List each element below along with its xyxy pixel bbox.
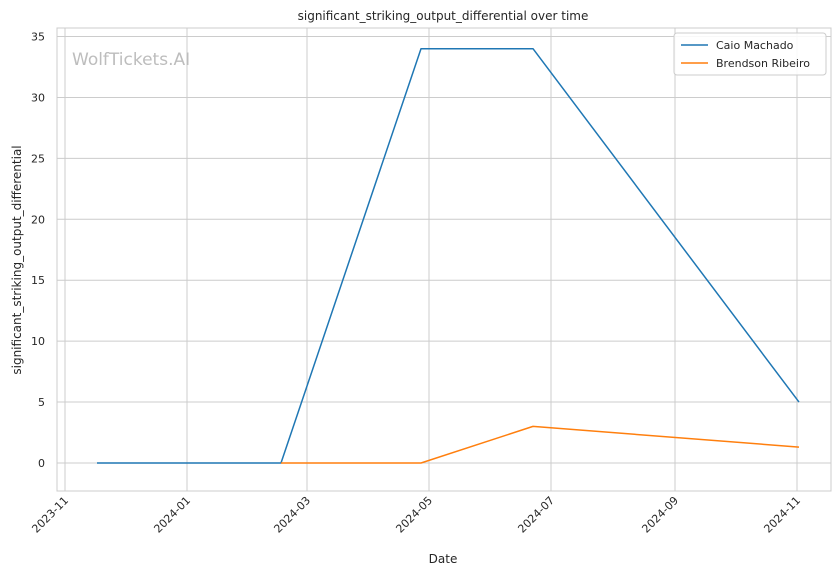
y-axis-label: significant_striking_output_differential [10, 145, 24, 374]
x-tick-label-2023-11: 2023-11 [29, 494, 71, 536]
y-tick-label-30: 30 [31, 91, 45, 104]
x-tick-label-2024-05: 2024-05 [393, 494, 435, 536]
x-axis-label: Date [429, 552, 458, 566]
x-tick-labels: 2023-11 2024-01 2024-03 2024-05 2024-07 2024-… [29, 494, 803, 536]
x-tick-label-2024-01: 2024-01 [151, 494, 193, 536]
legend-box [673, 32, 827, 76]
x-gridlines [64, 28, 798, 491]
legend: Caio Machado Brendson Ribeiro [673, 32, 827, 76]
x-tick-label-2024-03: 2024-03 [271, 494, 313, 536]
y-tick-labels: 0 5 10 15 20 25 30 35 [31, 31, 45, 470]
y-tick-label-20: 20 [31, 213, 45, 226]
x-tick-label-2024-07: 2024-07 [515, 494, 557, 536]
x-tick-label-2024-11: 2024-11 [761, 494, 803, 536]
y-tick-label-25: 25 [31, 152, 45, 165]
series-line-caio-machado [97, 47, 800, 464]
legend-label-brendson-ribeiro: Brendson Ribeiro [716, 57, 810, 70]
y-tick-label-10: 10 [31, 335, 45, 348]
series-line-brendson-ribeiro [281, 425, 800, 464]
x-tick-label-2024-09: 2024-09 [639, 494, 681, 536]
watermark: WolfTickets.AI [72, 50, 190, 70]
chart-title: significant_striking_output_differential… [298, 9, 589, 23]
y-tick-label-15: 15 [31, 274, 45, 287]
series-lines [97, 47, 800, 464]
plot-area [56, 27, 832, 492]
legend-label-caio-machado: Caio Machado [716, 39, 794, 52]
y-tick-label-0: 0 [38, 457, 45, 470]
y-tick-label-35: 35 [31, 31, 45, 44]
y-tick-label-5: 5 [38, 396, 45, 409]
